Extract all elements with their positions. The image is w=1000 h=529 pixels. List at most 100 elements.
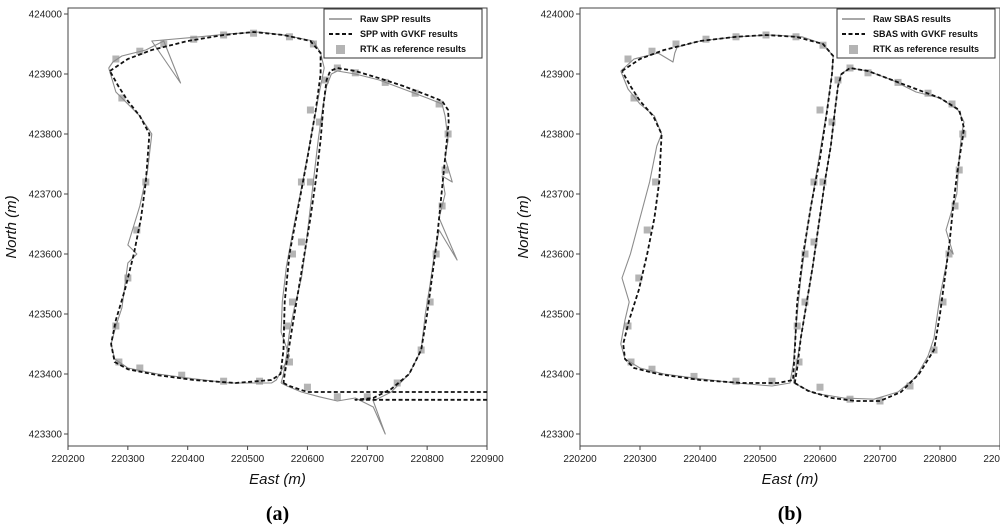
rtk-marker bbox=[690, 372, 698, 380]
y-tick-label: 424000 bbox=[29, 10, 63, 21]
rtk-marker bbox=[702, 35, 710, 43]
rtk-marker bbox=[309, 40, 317, 48]
rtk-marker bbox=[801, 250, 809, 258]
chart-panel-b: 220200 220300 220400 220500 220600 220700 2208… bbox=[515, 7, 1000, 525]
rtk-marker bbox=[435, 100, 443, 108]
rtk-marker bbox=[624, 55, 632, 63]
rtk-marker bbox=[160, 40, 168, 48]
rtk-marker bbox=[306, 178, 314, 186]
rtk-marker bbox=[250, 29, 258, 37]
rtk-marker bbox=[810, 238, 818, 246]
sbas-with-gvkf-results-line bbox=[793, 67, 965, 402]
raw-sbas-results-line bbox=[620, 34, 834, 387]
rtk-marker bbox=[288, 250, 296, 258]
rtk-marker bbox=[635, 274, 643, 282]
x-tick-label: 220800 bbox=[410, 454, 444, 465]
rtk-marker bbox=[351, 69, 359, 77]
legend-entry-label: Raw SPP results bbox=[360, 14, 431, 24]
rtk-marker bbox=[220, 377, 228, 385]
rtk-marker bbox=[624, 322, 632, 330]
y-tick-label: 423400 bbox=[541, 370, 575, 381]
rtk-marker bbox=[951, 202, 959, 210]
x-tick-label: 220600 bbox=[803, 454, 837, 465]
rtk-marker bbox=[810, 178, 818, 186]
y-axis-label: North (m) bbox=[515, 195, 532, 258]
rtk-marker bbox=[816, 106, 824, 114]
y-tick-label: 423800 bbox=[541, 130, 575, 141]
rtk-marker bbox=[333, 393, 341, 401]
x-tick-label: 220700 bbox=[863, 454, 897, 465]
rtk-marker bbox=[819, 178, 827, 186]
x-tick-label: 220300 bbox=[623, 454, 657, 465]
rtk-marker bbox=[732, 377, 740, 385]
y-axis-label: North (m) bbox=[3, 195, 20, 258]
rtk-marker bbox=[672, 40, 680, 48]
raw-spp-results-line bbox=[108, 31, 325, 384]
rtk-marker bbox=[648, 365, 656, 373]
rtk-marker bbox=[432, 250, 440, 258]
sbas-with-gvkf-results-line bbox=[621, 34, 835, 384]
rtk-marker bbox=[939, 298, 947, 306]
legend-entry-label: RTK as reference results bbox=[873, 44, 979, 54]
rtk-marker bbox=[876, 397, 884, 405]
legend-entry-label: SPP with GVKF results bbox=[360, 29, 458, 39]
x-tick-label: 220500 bbox=[231, 454, 265, 465]
rtk-marker bbox=[846, 395, 854, 403]
rtk-marker bbox=[959, 130, 967, 138]
plot-data bbox=[108, 29, 487, 435]
rtk-marker bbox=[795, 358, 803, 366]
rtk-marker bbox=[297, 178, 305, 186]
y-tick-label: 423400 bbox=[29, 370, 63, 381]
rtk-marker bbox=[630, 94, 638, 102]
x-tick-label: 220900 bbox=[983, 454, 1000, 465]
legend: Raw SBAS results SBAS with GVKF results RT… bbox=[836, 8, 996, 59]
legend-entry-label: RTK as reference results bbox=[360, 44, 466, 54]
plot-frame bbox=[67, 7, 488, 447]
rtk-marker bbox=[793, 322, 801, 330]
x-tick-label: 220200 bbox=[563, 454, 597, 465]
rtk-marker bbox=[648, 47, 656, 55]
rtk-marker bbox=[288, 298, 296, 306]
rtk-marker bbox=[828, 118, 836, 126]
rtk-marker bbox=[441, 166, 449, 174]
legend-swatch-markers bbox=[336, 45, 345, 54]
y-tick-label: 423700 bbox=[541, 190, 575, 201]
legend-swatch-markers bbox=[849, 45, 858, 54]
y-tick-label: 423900 bbox=[29, 70, 63, 81]
x-tick-label: 220200 bbox=[51, 454, 85, 465]
x-tick-label: 220700 bbox=[351, 454, 385, 465]
x-tick-label: 220300 bbox=[111, 454, 145, 465]
legend: Raw SPP results SPP with GVKF results RTK … bbox=[323, 8, 483, 59]
x-axis-label: East (m) bbox=[762, 471, 819, 488]
rtk-marker bbox=[768, 377, 776, 385]
spp-with-gvkf-results-line bbox=[109, 31, 322, 384]
y-tick-label: 423300 bbox=[541, 430, 575, 441]
rtk-marker bbox=[906, 382, 914, 390]
y-tick-label: 423600 bbox=[541, 250, 575, 261]
rtk-marker bbox=[321, 76, 329, 84]
rtk-marker bbox=[652, 178, 660, 186]
rtk-marker bbox=[282, 322, 290, 330]
x-tick-label: 220600 bbox=[291, 454, 325, 465]
rtk-marker bbox=[945, 250, 953, 258]
y-tick-label: 423300 bbox=[29, 430, 63, 441]
x-tick-label: 220400 bbox=[683, 454, 717, 465]
panel-caption: (b) bbox=[778, 503, 802, 525]
rtk-marker bbox=[816, 383, 824, 391]
legend-entry-label: Raw SBAS results bbox=[873, 14, 951, 24]
rtk-marker bbox=[297, 238, 305, 246]
y-tick-label: 423800 bbox=[29, 130, 63, 141]
rtk-marker bbox=[426, 298, 434, 306]
y-tick-label: 423500 bbox=[29, 310, 63, 321]
rtk-marker bbox=[315, 118, 323, 126]
rtk-marker bbox=[178, 371, 186, 379]
spp-with-gvkf-results-line bbox=[282, 67, 487, 401]
rtk-marker bbox=[955, 166, 963, 174]
chart-panel-a: 220200 220300 220400 220500 220600 220700 2208… bbox=[3, 7, 504, 525]
legend-entry-label: SBAS with GVKF results bbox=[873, 29, 978, 39]
rtk-marker bbox=[801, 298, 809, 306]
rtk-marker bbox=[136, 364, 144, 372]
plot-data bbox=[620, 31, 967, 405]
x-tick-label: 220900 bbox=[470, 454, 504, 465]
rtk-marker bbox=[363, 393, 371, 401]
